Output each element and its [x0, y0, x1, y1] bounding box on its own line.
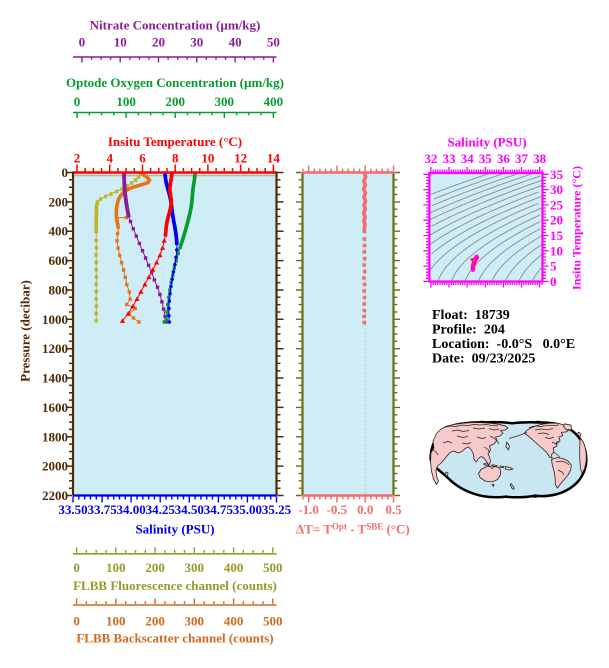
svg-text:8: 8	[172, 151, 179, 166]
svg-text:2: 2	[74, 151, 81, 166]
svg-text:0: 0	[79, 35, 86, 50]
svg-text:200: 200	[145, 560, 165, 575]
svg-text:2000: 2000	[42, 459, 68, 474]
svg-text:20: 20	[152, 35, 165, 50]
svg-text:0: 0	[550, 274, 557, 289]
svg-text:4: 4	[106, 151, 113, 166]
svg-text:300: 300	[215, 94, 235, 109]
svg-text:ΔT= TOpt - TSBE (°C): ΔT= TOpt - TSBE (°C)	[296, 522, 410, 537]
svg-text:Location: -0.0°S 0.0°E: Location: -0.0°S 0.0°E	[432, 337, 575, 352]
svg-text:300: 300	[185, 560, 205, 575]
svg-text:FLBB Fluorescence channel (cou: FLBB Fluorescence channel (counts)	[73, 578, 277, 593]
svg-text:33: 33	[443, 151, 457, 166]
svg-text:Float: 18739: Float: 18739	[432, 308, 510, 323]
svg-text:800: 800	[49, 283, 69, 298]
svg-text:-1.0: -1.0	[298, 502, 319, 517]
svg-text:35: 35	[479, 151, 493, 166]
svg-text:10: 10	[201, 151, 214, 166]
svg-text:34: 34	[461, 151, 475, 166]
svg-text:1600: 1600	[42, 400, 68, 415]
svg-text:Salinity (PSU): Salinity (PSU)	[447, 135, 526, 150]
svg-text:0: 0	[62, 165, 69, 180]
svg-text:400: 400	[224, 613, 244, 628]
svg-text:Profile: 204: Profile: 204	[432, 323, 505, 338]
svg-text:1400: 1400	[42, 371, 68, 386]
svg-text:400: 400	[224, 560, 244, 575]
svg-text:37: 37	[515, 151, 529, 166]
svg-text:600: 600	[49, 253, 69, 268]
svg-text:Nitrate Concentration (µm/kg): Nitrate Concentration (µm/kg)	[90, 18, 261, 33]
svg-text:1800: 1800	[42, 429, 68, 444]
svg-text:34.50: 34.50	[175, 502, 204, 517]
svg-text:38: 38	[533, 151, 547, 166]
svg-text:500: 500	[263, 560, 283, 575]
svg-text:35.00: 35.00	[233, 502, 262, 517]
svg-text:30: 30	[190, 35, 203, 50]
svg-text:40: 40	[229, 35, 242, 50]
svg-text:400: 400	[49, 224, 69, 239]
svg-text:Insitu Temperature (°C): Insitu Temperature (°C)	[570, 166, 584, 290]
svg-text:5: 5	[550, 259, 557, 274]
svg-text:200: 200	[145, 613, 165, 628]
svg-text:100: 100	[106, 560, 126, 575]
svg-text:0.5: 0.5	[385, 502, 402, 517]
svg-text:20: 20	[550, 213, 563, 228]
svg-text:14: 14	[267, 151, 281, 166]
svg-text:0.0: 0.0	[357, 502, 373, 517]
svg-text:6: 6	[139, 151, 146, 166]
svg-text:100: 100	[116, 94, 136, 109]
svg-text:400: 400	[264, 94, 284, 109]
svg-text:35.25: 35.25	[262, 502, 292, 517]
svg-text:200: 200	[165, 94, 185, 109]
svg-text:1200: 1200	[42, 341, 68, 356]
svg-text:50: 50	[267, 35, 280, 50]
svg-text:33.75: 33.75	[87, 502, 117, 517]
svg-text:32: 32	[424, 151, 437, 166]
svg-text:FLBB Backscatter channel (coun: FLBB Backscatter channel (counts)	[76, 631, 273, 646]
svg-text:Optode Oxygen Concentration (µ: Optode Oxygen Concentration (µm/kg)	[66, 75, 284, 90]
svg-text:500: 500	[263, 613, 283, 628]
svg-text:34.25: 34.25	[146, 502, 176, 517]
svg-text:100: 100	[106, 613, 126, 628]
svg-text:25: 25	[550, 197, 564, 212]
svg-text:0: 0	[73, 613, 80, 628]
svg-text:-0.5: -0.5	[327, 502, 348, 517]
svg-text:Salinity (PSU): Salinity (PSU)	[135, 522, 214, 537]
svg-text:1000: 1000	[42, 312, 68, 327]
svg-text:15: 15	[550, 228, 564, 243]
svg-text:34.00: 34.00	[116, 502, 145, 517]
svg-text:36: 36	[497, 151, 511, 166]
svg-text:300: 300	[185, 613, 205, 628]
svg-text:0: 0	[73, 560, 80, 575]
svg-text:Insitu Temperature (°C): Insitu Temperature (°C)	[108, 134, 242, 149]
svg-text:0: 0	[74, 94, 81, 109]
svg-text:10: 10	[550, 243, 563, 258]
svg-text:200: 200	[49, 194, 69, 209]
svg-text:10: 10	[114, 35, 127, 50]
svg-text:34.75: 34.75	[204, 502, 234, 517]
svg-text:Date: 09/23/2025: Date: 09/23/2025	[432, 352, 535, 367]
svg-text:33.50: 33.50	[58, 502, 87, 517]
svg-text:Pressure (decibar): Pressure (decibar)	[18, 280, 33, 382]
svg-text:2200: 2200	[42, 488, 68, 503]
svg-text:35: 35	[550, 167, 564, 182]
svg-text:30: 30	[550, 182, 563, 197]
svg-text:12: 12	[234, 151, 247, 166]
